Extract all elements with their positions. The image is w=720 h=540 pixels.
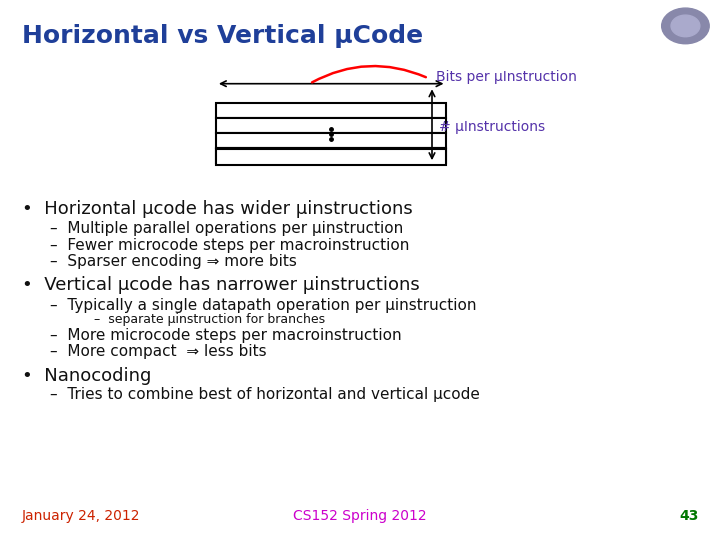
Text: •  Horizontal μcode has wider μinstructions: • Horizontal μcode has wider μinstructio… [22, 200, 413, 218]
Text: –  Fewer microcode steps per macroinstruction: – Fewer microcode steps per macroinstruc… [50, 238, 410, 253]
Bar [216, 118, 446, 133]
Text: –  More compact  ⇒ less bits: – More compact ⇒ less bits [50, 344, 267, 359]
Text: –  Tries to combine best of horizontal and vertical μcode: – Tries to combine best of horizontal an… [50, 387, 480, 402]
Circle shape [671, 15, 700, 37]
Bar [216, 148, 446, 165]
Bar [216, 148, 446, 163]
Text: •  Nanocoding: • Nanocoding [22, 367, 151, 385]
Text: # μInstructions: # μInstructions [439, 120, 545, 134]
Text: –  separate μinstruction for branches: – separate μinstruction for branches [94, 313, 325, 326]
Text: •  Vertical μcode has narrower μinstructions: • Vertical μcode has narrower μinstructi… [22, 276, 419, 294]
Text: January 24, 2012: January 24, 2012 [22, 509, 140, 523]
Bar [216, 103, 446, 118]
Text: 43: 43 [679, 509, 698, 523]
Text: –  More microcode steps per macroinstruction: – More microcode steps per macroinstruct… [50, 328, 402, 343]
Text: CS152 Spring 2012: CS152 Spring 2012 [293, 509, 427, 523]
Text: –  Sparser encoding ⇒ more bits: – Sparser encoding ⇒ more bits [50, 254, 297, 269]
Text: Horizontal vs Vertical μCode: Horizontal vs Vertical μCode [22, 24, 423, 48]
Text: –  Typically a single datapath operation per μinstruction: – Typically a single datapath operation … [50, 298, 477, 313]
Circle shape [662, 8, 709, 44]
Text: –  Multiple parallel operations per μinstruction: – Multiple parallel operations per μinst… [50, 221, 404, 237]
Bar [216, 133, 446, 148]
Text: Bits per μInstruction: Bits per μInstruction [436, 70, 577, 84]
